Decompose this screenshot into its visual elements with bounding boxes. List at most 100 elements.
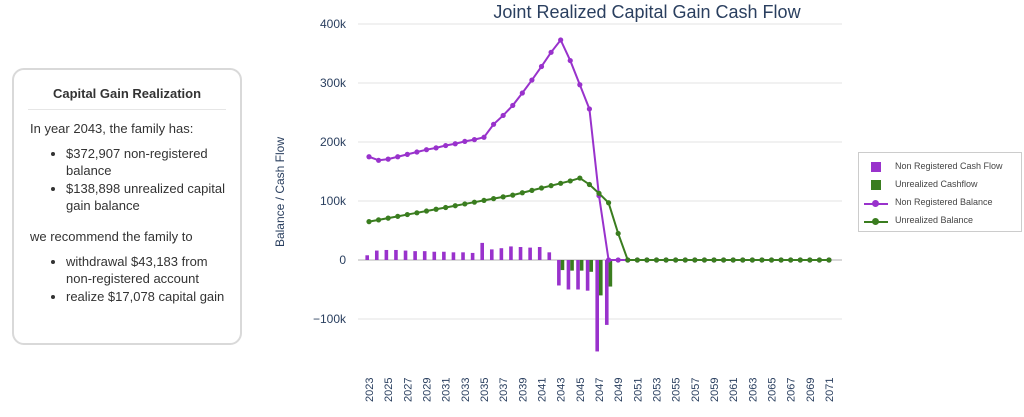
point-non-registered-balance — [366, 154, 372, 160]
x-tick-label: 2039 — [517, 378, 529, 402]
point-unrealized-balance — [644, 257, 650, 263]
bar-non-registered-cashflow — [384, 249, 389, 260]
y-tick-label: 0 — [339, 253, 346, 267]
point-non-registered-balance — [538, 63, 545, 70]
point-non-registered-balance — [452, 141, 458, 147]
point-unrealized-balance — [567, 178, 573, 184]
x-tick-label: 2023 — [364, 378, 376, 402]
x-tick-label: 2029 — [422, 378, 434, 402]
point-unrealized-balance — [720, 257, 727, 263]
x-tick-label: 2053 — [652, 378, 664, 402]
legend-item[interactable]: Non Registered Cash Flow — [859, 159, 1019, 177]
point-unrealized-balance — [663, 257, 669, 263]
point-non-registered-balance — [605, 257, 612, 263]
recommend-intro: we recommend the family to — [30, 229, 193, 244]
legend-item[interactable]: Non Registered Balance — [859, 195, 1019, 213]
point-unrealized-balance — [481, 197, 487, 204]
point-non-registered-balance — [375, 157, 382, 163]
legend-label: Unrealized Cashflow — [895, 179, 978, 189]
point-non-registered-balance — [443, 142, 449, 149]
bar-non-registered-cashflow — [604, 260, 609, 325]
x-tick-label: 2071 — [824, 378, 836, 402]
point-non-registered-balance — [510, 102, 516, 109]
x-tick-label: 2057 — [690, 378, 702, 402]
point-unrealized-balance — [759, 257, 765, 263]
bar-unrealized-cashflow — [589, 260, 594, 272]
legend-item[interactable]: Unrealized Cashflow — [859, 177, 1019, 195]
point-non-registered-balance — [529, 77, 535, 83]
point-unrealized-balance — [682, 257, 688, 263]
bar-non-registered-cashflow — [499, 248, 504, 260]
point-unrealized-balance — [375, 217, 382, 223]
point-unrealized-balance — [395, 213, 401, 219]
point-unrealized-balance — [366, 219, 372, 225]
bar-non-registered-cashflow — [432, 251, 437, 260]
bar-unrealized-cashflow — [599, 260, 603, 296]
y-tick-label: 400k — [320, 17, 347, 31]
bar-non-registered-cashflow — [518, 247, 523, 260]
point-unrealized-balance — [385, 215, 391, 221]
y-tick-label: 200k — [320, 135, 347, 149]
chart-legend: Non Registered Cash Flow Unrealized Cash… — [858, 152, 1022, 232]
legend-label: Unrealized Balance — [895, 215, 974, 225]
x-tick-label: 2037 — [498, 378, 510, 402]
legend-swatch — [871, 162, 881, 172]
point-unrealized-balance — [586, 181, 593, 188]
point-unrealized-balance — [673, 257, 679, 263]
legend-label: Non Registered Cash Flow — [895, 161, 1003, 171]
legend-item[interactable]: Unrealized Balance — [859, 213, 1019, 231]
point-unrealized-balance — [577, 175, 583, 181]
point-unrealized-balance — [443, 204, 449, 211]
point-unrealized-balance — [404, 211, 410, 218]
bar-non-registered-cashflow — [557, 260, 561, 286]
recommendations-list: withdrawal $43,183 from non-registered a… — [14, 253, 230, 305]
bar-non-registered-cashflow — [585, 260, 590, 291]
point-unrealized-balance — [768, 257, 775, 263]
point-unrealized-balance — [788, 257, 794, 263]
point-non-registered-balance — [577, 82, 583, 88]
info-card: Capital Gain Realization In year 2043, t… — [12, 68, 242, 345]
bar-non-registered-cashflow — [595, 260, 599, 352]
recommendation-item: withdrawal $43,183 from non-registered a… — [66, 253, 230, 287]
point-unrealized-balance — [730, 257, 736, 263]
bar-non-registered-cashflow — [403, 250, 408, 260]
legend-marker — [872, 218, 879, 225]
point-unrealized-balance — [749, 257, 755, 263]
point-non-registered-balance — [490, 121, 497, 127]
x-tick-label: 2061 — [728, 378, 740, 402]
bar-non-registered-cashflow — [442, 251, 446, 260]
point-unrealized-balance — [538, 185, 545, 191]
point-unrealized-balance — [596, 190, 602, 196]
x-tick-label: 2033 — [460, 378, 472, 402]
point-unrealized-balance — [615, 230, 621, 237]
x-tick-label: 2047 — [594, 378, 606, 402]
point-non-registered-balance — [462, 138, 468, 145]
bar-non-registered-cashflow — [576, 260, 580, 290]
point-unrealized-balance — [778, 257, 784, 263]
point-unrealized-balance — [548, 183, 554, 189]
point-non-registered-balance — [586, 106, 593, 112]
point-non-registered-balance — [481, 134, 487, 140]
point-non-registered-balance — [423, 147, 430, 153]
point-unrealized-balance — [414, 210, 420, 216]
legend-swatch — [871, 180, 881, 190]
point-unrealized-balance — [500, 194, 506, 200]
bar-non-registered-cashflow — [566, 260, 571, 290]
fact-item: $138,898 unrealized capital gain balance — [66, 180, 230, 214]
bar-non-registered-cashflow — [413, 251, 417, 260]
point-non-registered-balance — [519, 90, 525, 96]
point-non-registered-balance — [471, 137, 478, 143]
point-non-registered-balance — [414, 149, 420, 155]
point-unrealized-balance — [471, 199, 478, 205]
point-unrealized-balance — [807, 257, 813, 263]
point-unrealized-balance — [433, 206, 439, 212]
bar-non-registered-cashflow — [374, 250, 379, 260]
legend-label: Non Registered Balance — [895, 197, 993, 207]
bar-non-registered-cashflow — [480, 242, 484, 260]
point-unrealized-balance — [510, 192, 516, 198]
x-tick-label: 2055 — [671, 378, 683, 402]
x-tick-label: 2025 — [383, 378, 395, 402]
x-tick-label: 2063 — [747, 378, 759, 402]
point-unrealized-balance — [605, 200, 612, 206]
point-unrealized-balance — [634, 257, 640, 263]
